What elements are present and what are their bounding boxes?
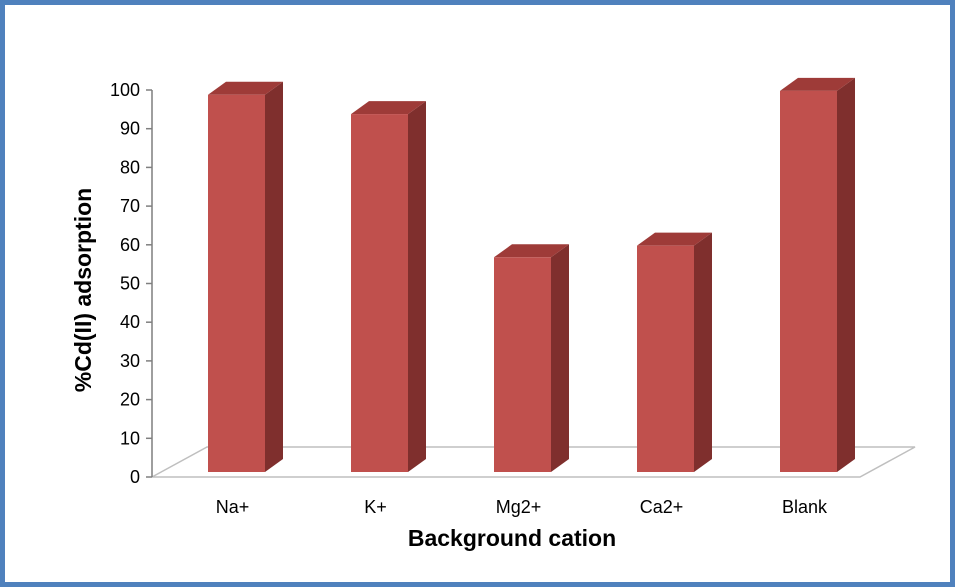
y-tick-labels: 0 10 20 30 40 50 60 70 80 90 100 — [110, 80, 140, 487]
y-tick-label: 10 — [120, 428, 140, 448]
bar-top — [494, 244, 569, 258]
bar-side — [694, 232, 712, 472]
y-tick-label: 60 — [120, 235, 140, 255]
bar-top — [351, 101, 426, 115]
y-tick-label: 20 — [120, 390, 140, 410]
y-tick-label: 0 — [130, 467, 140, 487]
bars — [208, 77, 855, 473]
bar-side — [408, 101, 426, 472]
bar-front — [351, 114, 408, 472]
bar-mg2 — [494, 244, 569, 472]
bar-top — [780, 77, 855, 91]
y-axis — [146, 89, 153, 478]
x-tick-label: Mg2+ — [496, 497, 542, 517]
y-tick-label: 100 — [110, 80, 140, 100]
bar-side — [265, 81, 283, 473]
y-tick-label: 70 — [120, 196, 140, 216]
bar-top — [208, 81, 283, 95]
bar-na — [208, 81, 283, 473]
bar-side — [551, 244, 569, 472]
y-tick-label: 50 — [120, 274, 140, 294]
bar-ca2 — [637, 232, 712, 472]
x-tick-label: K+ — [364, 497, 387, 517]
bar-front — [637, 245, 694, 472]
y-tick-label: 80 — [120, 157, 140, 177]
bar-side — [837, 77, 855, 473]
x-tick-label: Na+ — [216, 497, 250, 517]
bar-front — [494, 257, 551, 472]
bar-chart: 0 10 20 30 40 50 60 70 80 90 100 Na+ K+ Mg2+ Ca2+ Blan… — [70, 77, 916, 551]
bar-k — [351, 101, 426, 472]
bar-front — [208, 94, 265, 473]
y-tick-label: 30 — [120, 351, 140, 371]
bar-front — [780, 90, 837, 473]
x-tick-label: Blank — [782, 497, 828, 517]
x-tick-labels: Na+ K+ Mg2+ Ca2+ Blank — [216, 497, 828, 517]
bar-blank — [780, 77, 855, 473]
y-tick-label: 90 — [120, 119, 140, 139]
y-tick-label: 40 — [120, 312, 140, 332]
y-axis-title: %Cd(II) adsorption — [70, 188, 96, 392]
x-tick-label: Ca2+ — [640, 497, 684, 517]
x-axis-title: Background cation — [408, 525, 616, 551]
bar-top — [637, 232, 712, 246]
